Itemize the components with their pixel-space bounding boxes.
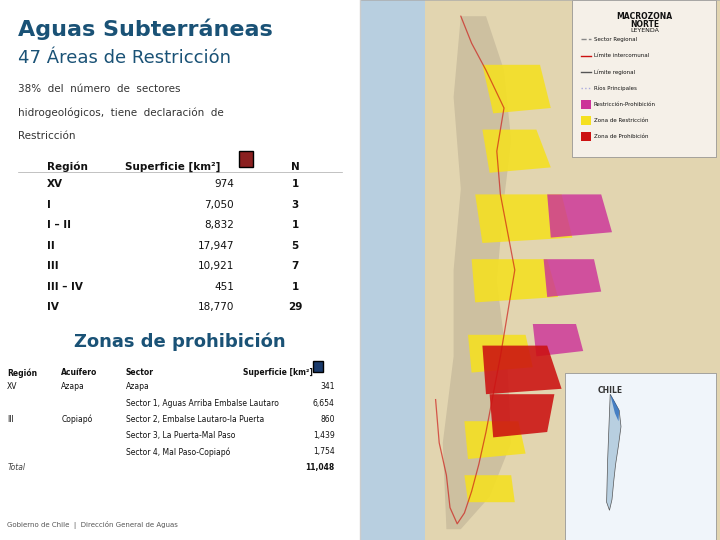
Text: Azapa: Azapa bbox=[61, 382, 85, 392]
Text: Restricción-Prohibición: Restricción-Prohibición bbox=[594, 102, 656, 107]
Text: 1,754: 1,754 bbox=[313, 447, 335, 456]
Text: Sector 4, Mal Paso-Copiapó: Sector 4, Mal Paso-Copiapó bbox=[126, 447, 230, 457]
Polygon shape bbox=[472, 259, 558, 302]
FancyBboxPatch shape bbox=[239, 151, 253, 167]
Text: Copiapó: Copiapó bbox=[61, 415, 92, 424]
Text: 6,654: 6,654 bbox=[313, 399, 335, 408]
Text: Restricción: Restricción bbox=[18, 131, 76, 141]
Text: Azapa: Azapa bbox=[126, 382, 150, 392]
Text: 341: 341 bbox=[320, 382, 335, 392]
Text: 1,439: 1,439 bbox=[313, 431, 335, 440]
Polygon shape bbox=[482, 130, 551, 173]
Text: Región: Región bbox=[47, 162, 88, 172]
Polygon shape bbox=[482, 65, 551, 113]
Text: LEYENDA: LEYENDA bbox=[630, 28, 659, 33]
Text: IV: IV bbox=[47, 302, 58, 313]
Text: 3: 3 bbox=[292, 200, 299, 210]
Text: Zona de Prohibición: Zona de Prohibición bbox=[594, 134, 649, 139]
Text: Aguas Subterráneas: Aguas Subterráneas bbox=[18, 19, 273, 40]
Polygon shape bbox=[611, 394, 619, 421]
Text: Sector 1, Aguas Arriba Embalse Lautaro: Sector 1, Aguas Arriba Embalse Lautaro bbox=[126, 399, 279, 408]
Text: 1: 1 bbox=[292, 179, 299, 190]
Text: 7,050: 7,050 bbox=[204, 200, 234, 210]
Text: 38%  del  número  de  sectores: 38% del número de sectores bbox=[18, 84, 181, 94]
Text: Límite intercomunal: Límite intercomunal bbox=[594, 53, 649, 58]
FancyBboxPatch shape bbox=[360, 0, 475, 540]
Text: Región: Región bbox=[7, 368, 37, 378]
Text: I – II: I – II bbox=[47, 220, 71, 231]
Text: III: III bbox=[47, 261, 58, 272]
Text: Gobierno de Chile  |  Dirección General de Aguas: Gobierno de Chile | Dirección General de… bbox=[7, 521, 178, 529]
Text: 8,832: 8,832 bbox=[204, 220, 234, 231]
FancyBboxPatch shape bbox=[572, 0, 716, 157]
Text: Zona de Restricción: Zona de Restricción bbox=[594, 118, 649, 123]
Text: Acuífero: Acuífero bbox=[61, 368, 98, 377]
Text: 5: 5 bbox=[292, 241, 299, 251]
Text: Sector Regional: Sector Regional bbox=[594, 37, 637, 42]
Text: Superficie [km²]: Superficie [km²] bbox=[243, 368, 313, 377]
Polygon shape bbox=[443, 16, 511, 529]
FancyBboxPatch shape bbox=[313, 361, 323, 372]
FancyBboxPatch shape bbox=[582, 100, 592, 109]
Text: NORTE: NORTE bbox=[630, 20, 659, 29]
Text: 47 Áreas de Restricción: 47 Áreas de Restricción bbox=[18, 49, 231, 66]
Text: XV: XV bbox=[7, 382, 18, 392]
Polygon shape bbox=[544, 259, 601, 297]
Polygon shape bbox=[464, 475, 515, 502]
Text: CHILE: CHILE bbox=[598, 386, 623, 395]
Text: 7: 7 bbox=[292, 261, 299, 272]
Text: 10,921: 10,921 bbox=[197, 261, 234, 272]
Text: I: I bbox=[47, 200, 50, 210]
Text: Total: Total bbox=[7, 463, 25, 472]
Text: hidrogeológicos,  tiene  declaración  de: hidrogeológicos, tiene declaración de bbox=[18, 107, 224, 118]
Text: MACROZONA: MACROZONA bbox=[616, 12, 672, 21]
Polygon shape bbox=[468, 335, 533, 373]
Polygon shape bbox=[475, 194, 572, 243]
Polygon shape bbox=[482, 346, 562, 394]
Text: XV: XV bbox=[47, 179, 63, 190]
FancyBboxPatch shape bbox=[582, 116, 592, 125]
Polygon shape bbox=[490, 394, 554, 437]
Text: 18,770: 18,770 bbox=[197, 302, 234, 313]
Polygon shape bbox=[533, 324, 583, 356]
Text: III: III bbox=[7, 415, 14, 424]
Text: Sector 2, Embalse Lautaro-la Puerta: Sector 2, Embalse Lautaro-la Puerta bbox=[126, 415, 264, 424]
Text: Límite regional: Límite regional bbox=[594, 69, 635, 75]
FancyBboxPatch shape bbox=[425, 0, 720, 540]
Text: Sector: Sector bbox=[126, 368, 154, 377]
Text: Superficie [km²]: Superficie [km²] bbox=[125, 162, 220, 172]
Text: 17,947: 17,947 bbox=[197, 241, 234, 251]
Text: 1: 1 bbox=[292, 220, 299, 231]
Text: 451: 451 bbox=[214, 282, 234, 292]
Text: 11,048: 11,048 bbox=[305, 463, 335, 472]
Text: N: N bbox=[291, 162, 300, 172]
FancyBboxPatch shape bbox=[565, 373, 716, 540]
Text: 29: 29 bbox=[288, 302, 302, 313]
Text: III – IV: III – IV bbox=[47, 282, 83, 292]
FancyBboxPatch shape bbox=[582, 132, 592, 141]
Polygon shape bbox=[606, 394, 621, 510]
Text: Zonas de prohibición: Zonas de prohibición bbox=[74, 332, 286, 350]
Text: 860: 860 bbox=[320, 415, 335, 424]
Polygon shape bbox=[547, 194, 612, 238]
Text: Sector 3, La Puerta-Mal Paso: Sector 3, La Puerta-Mal Paso bbox=[126, 431, 235, 440]
Polygon shape bbox=[464, 421, 526, 459]
Text: 1: 1 bbox=[292, 282, 299, 292]
Text: II: II bbox=[47, 241, 55, 251]
Text: 974: 974 bbox=[214, 179, 234, 190]
Text: Ríos Principales: Ríos Principales bbox=[594, 85, 637, 91]
